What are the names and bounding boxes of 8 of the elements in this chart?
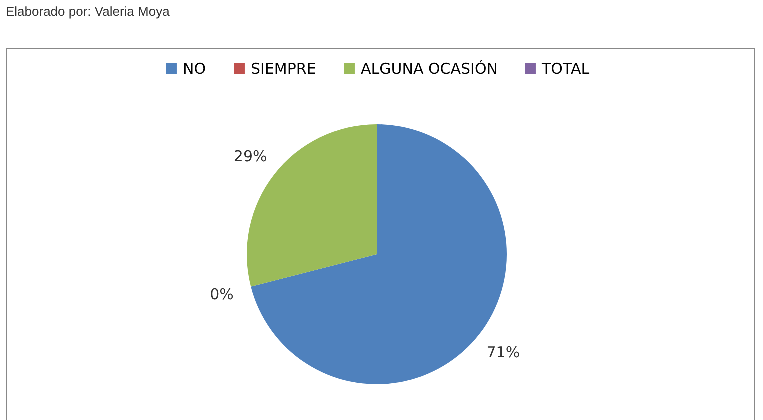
legend-label: SIEMPRE (251, 60, 316, 78)
legend-label: NO (183, 60, 206, 78)
text: Elaborado por: Valeria Moya (6, 4, 170, 19)
text: 0% (210, 285, 234, 304)
data-label: 29% (234, 147, 268, 166)
legend-label: TOTAL (541, 60, 590, 78)
legend-label: ALGUNA OCASIÓN (361, 60, 498, 78)
data-label: 71% (486, 344, 520, 362)
